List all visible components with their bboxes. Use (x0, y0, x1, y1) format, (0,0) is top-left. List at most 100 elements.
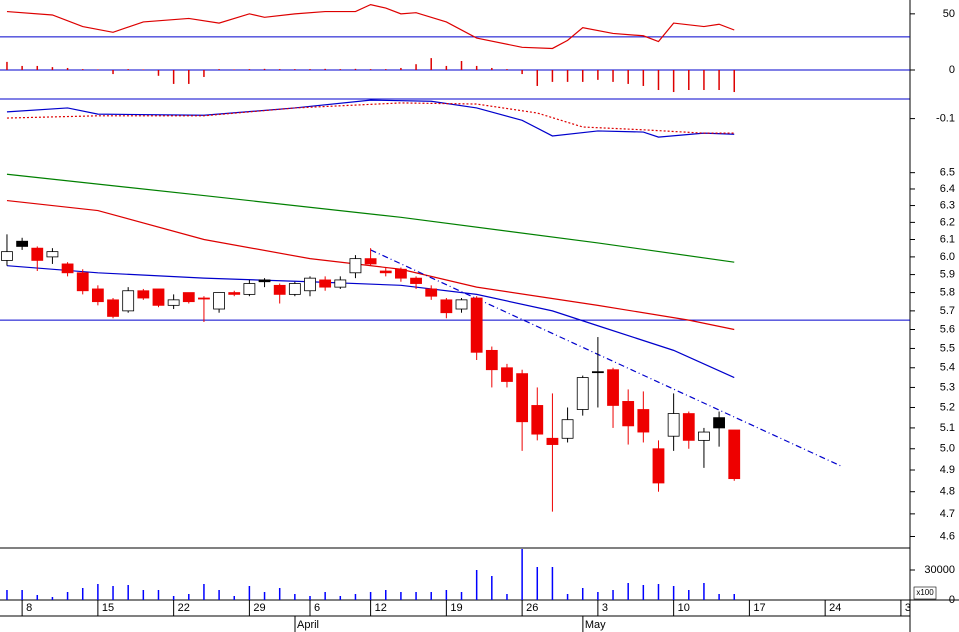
bar (551, 567, 554, 600)
y-tick-label: 5.4 (940, 362, 955, 374)
bar (551, 70, 554, 82)
candle-body (516, 373, 529, 423)
candle-body (213, 292, 225, 310)
bar (369, 592, 372, 600)
bar (672, 70, 675, 93)
series-line (370, 249, 841, 467)
bar (491, 576, 493, 600)
bar (339, 596, 342, 600)
y-tick-label: 0 (949, 594, 955, 606)
candle-body (682, 413, 695, 441)
bar (627, 70, 629, 84)
y-tick-label: 5.1 (940, 422, 955, 434)
multiplier-label: x100 (916, 588, 934, 597)
bar (718, 70, 720, 91)
bar (248, 586, 251, 600)
y-tick-label: 50 (943, 8, 955, 20)
candle-body (713, 417, 725, 429)
bar (6, 61, 8, 70)
y-tick-label: 6.0 (940, 251, 955, 263)
candle-body (379, 270, 392, 274)
bar (309, 69, 311, 70)
x-tick-label: 17 (753, 602, 765, 614)
bar (142, 590, 145, 600)
bar (203, 584, 205, 600)
bar (233, 69, 235, 70)
bar (703, 583, 705, 600)
bar (339, 69, 342, 70)
bar (703, 70, 705, 91)
bar (718, 594, 720, 600)
bar (21, 590, 23, 600)
bar (51, 597, 54, 600)
bar (6, 590, 8, 600)
bar (81, 69, 84, 70)
bar (218, 590, 220, 600)
bar (430, 592, 432, 600)
y-tick-label: 30000 (924, 564, 955, 576)
y-tick-label: 5.9 (940, 268, 955, 280)
x-tick-label: 15 (102, 602, 114, 614)
month-label: April (297, 619, 319, 631)
bar (66, 67, 69, 70)
candle-body (273, 284, 286, 295)
bar (566, 594, 569, 600)
x-tick-label: 6 (314, 602, 320, 614)
series-line (6, 265, 735, 379)
x-tick-label: 8 (26, 602, 32, 614)
bar (369, 69, 372, 70)
bar (430, 58, 432, 70)
bar (688, 590, 690, 600)
bar (597, 70, 599, 80)
x-tick-label: 3 (602, 602, 608, 614)
bar (97, 69, 99, 70)
candle-body (455, 299, 468, 310)
bar (460, 61, 463, 70)
bar (218, 69, 220, 70)
candle-body (76, 272, 89, 292)
y-tick-label: 5.8 (940, 286, 955, 298)
y-tick-label: 5.3 (940, 381, 955, 393)
bar (278, 588, 281, 600)
candle-body (576, 377, 589, 410)
candle-body (122, 290, 135, 312)
bar (172, 70, 175, 84)
bar (51, 67, 54, 70)
candle-body (622, 401, 635, 427)
bar (506, 69, 508, 70)
candle-body (1, 251, 13, 261)
y-tick-label: 5.2 (940, 401, 955, 413)
x-tick-label: 29 (253, 602, 265, 614)
candle-body (152, 288, 165, 306)
bar (233, 596, 235, 600)
y-tick-label: 5.7 (940, 305, 955, 317)
bar (688, 70, 690, 91)
bar (294, 69, 296, 70)
series-line (6, 3, 735, 50)
candle-body (182, 292, 195, 303)
bar (445, 65, 448, 70)
candle-body (364, 258, 377, 265)
bar (597, 592, 599, 600)
bar (536, 70, 539, 86)
bar (354, 68, 357, 70)
bar (385, 69, 387, 70)
series-line (6, 99, 735, 138)
candle-body (410, 277, 422, 284)
candle-body (107, 299, 119, 317)
candle-body (349, 258, 362, 274)
bar (415, 64, 417, 70)
bar (536, 567, 539, 600)
y-tick-label: 6.3 (940, 199, 955, 211)
x-tick-label: 10 (678, 602, 690, 614)
candle-body (137, 290, 150, 299)
bar (127, 69, 129, 70)
multiplier-box (913, 586, 937, 600)
bar (733, 70, 735, 93)
bar (445, 590, 448, 600)
bar (324, 68, 326, 70)
bar (81, 588, 84, 600)
bar (400, 592, 402, 600)
x-tick-label: 19 (450, 602, 462, 614)
y-tick-label: 5.5 (940, 342, 955, 354)
